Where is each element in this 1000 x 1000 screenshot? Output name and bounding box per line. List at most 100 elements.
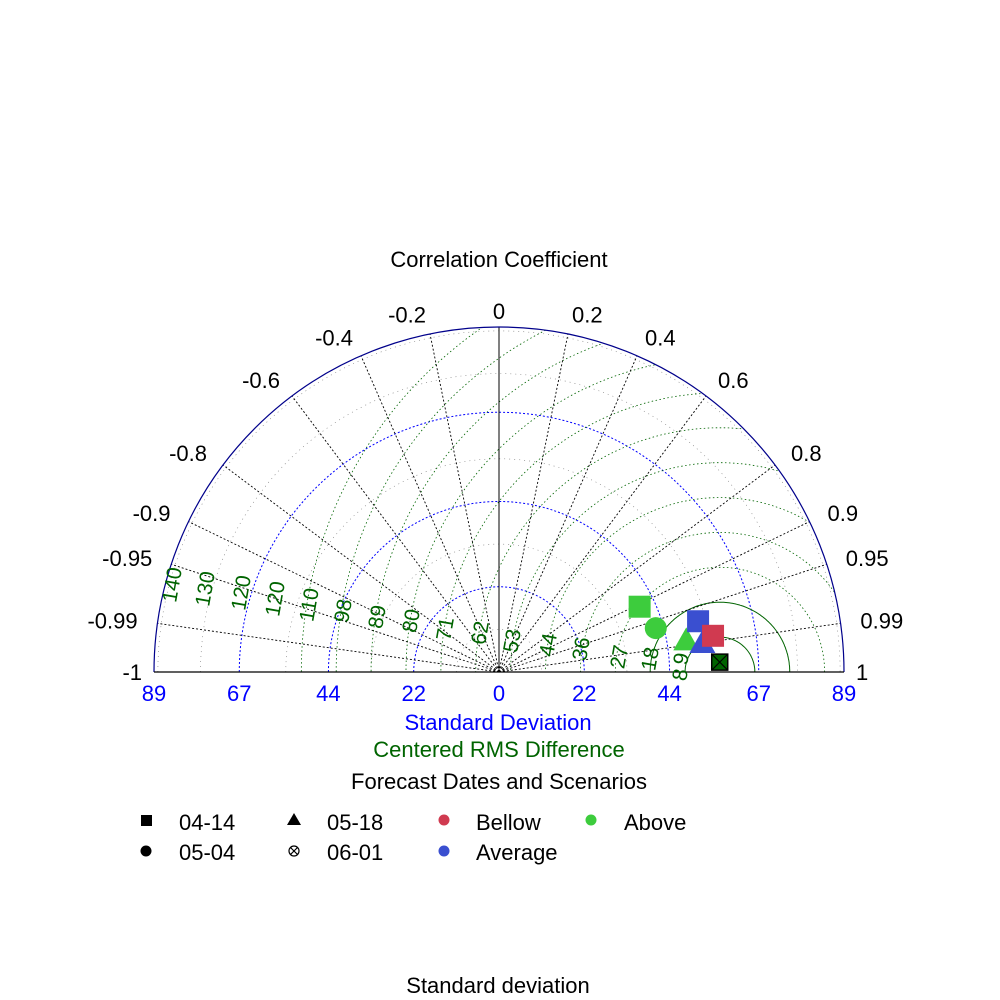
minor-grid-arc: [200, 373, 798, 673]
rms-tick-label: 62: [467, 619, 494, 646]
legend-above-dot-icon: [585, 814, 597, 826]
correlation-tick-label: -0.8: [169, 441, 207, 466]
outer-arc: [153, 326, 845, 673]
legend: 04-14 05-04 05-18 06-01 Bellow Average A…: [140, 810, 686, 865]
rms-arc: [370, 343, 601, 672]
legend-label: Above: [624, 810, 686, 835]
reference-cross: [711, 653, 729, 671]
correlation-tick-label: -0.95: [102, 546, 152, 571]
rms-tick-label: 71: [432, 615, 459, 642]
correlation-tick-label: -1: [122, 660, 142, 685]
correlation-line: [188, 521, 500, 673]
tick-labels: 1 0.99 0.95 0.9 0.8 0.6 0.4 0.2 0 -0.2 -0.4 -0.6 -0.…: [87, 299, 903, 706]
correlation-line: [157, 622, 500, 673]
rms-circle: [545, 497, 811, 672]
correlation-tick-label: 0.6: [718, 368, 749, 393]
correlation-line: [498, 395, 707, 673]
correlation-tick-label: -0.99: [87, 609, 137, 634]
rms-circle: [614, 566, 825, 672]
rms-circle: [370, 343, 601, 672]
rms-axis-label: Centered RMS Difference: [373, 737, 625, 762]
grid-layer: [157, 327, 841, 673]
correlation-line: [291, 395, 500, 673]
correlation-tick-label: 0.99: [860, 609, 903, 634]
std-tick-label: 44: [316, 681, 340, 706]
rms-arc: [440, 393, 701, 672]
legend-label: 05-04: [179, 840, 235, 865]
correlation-tick-label: -0.4: [315, 326, 353, 351]
rms-tick-label: 130: [191, 570, 220, 609]
point-05-04-above: [644, 617, 667, 640]
correlation-line: [498, 464, 776, 673]
legend-circle-icon: [140, 845, 152, 857]
rms-circle: [440, 393, 701, 672]
legend-average-dot-icon: [438, 845, 450, 857]
correlation-line: [429, 333, 500, 673]
data-points: [628, 595, 729, 671]
std-tick-label: 89: [142, 681, 166, 706]
rms-circle: [405, 364, 655, 672]
rms-arc: [510, 462, 778, 673]
legend-label: 06-01: [327, 840, 383, 865]
legend-crossed-circle-icon: [288, 845, 300, 857]
frame-layer: [153, 326, 845, 673]
reference-point: [710, 653, 729, 671]
correlation-line: [171, 563, 500, 673]
rms-tick-label: 140: [158, 566, 187, 605]
rms-tick-label: 89: [364, 603, 391, 630]
std-tick-label: 0: [493, 681, 505, 706]
rms-tick-label: 36: [568, 635, 595, 662]
correlation-tick-label: -0.9: [133, 501, 171, 526]
legend-label: 05-18: [327, 810, 383, 835]
correlation-tick-label: 0.8: [791, 441, 822, 466]
correlation-tick-label: -0.2: [388, 302, 426, 327]
correlation-tick-label: 0.9: [828, 501, 859, 526]
rms-tick-label: 27: [606, 643, 633, 670]
rms-tick-label: 8: [668, 667, 693, 683]
std-grid-arc: [327, 500, 671, 673]
point-04-14-bellow: [702, 624, 725, 647]
legend-bellow-dot-icon: [438, 814, 450, 826]
rms-tick-label: 110: [295, 586, 323, 623]
std-tick-label: 89: [832, 681, 856, 706]
rms-tick-label: 98: [330, 597, 357, 624]
point-04-14-above: [628, 595, 651, 618]
bottom-axis-label: Standard deviation: [406, 973, 589, 998]
chart-title: Correlation Coefficient: [390, 247, 607, 272]
rms-arc: [545, 497, 811, 672]
rms-tick-label: 120: [261, 580, 290, 619]
std-tick-label: 22: [401, 681, 425, 706]
correlation-tick-label: 0: [493, 299, 505, 324]
legend-label: 04-14: [179, 810, 235, 835]
correlation-line: [498, 333, 569, 673]
correlation-line: [498, 622, 841, 673]
x-axis-label: Standard Deviation: [404, 710, 591, 735]
legend-triangle-icon: [287, 813, 301, 825]
correlation-line: [360, 355, 500, 673]
legend-label: Bellow: [476, 810, 541, 835]
rms-circle: [580, 531, 835, 672]
point-05-18-above: [673, 627, 700, 651]
correlation-line: [498, 563, 827, 673]
legend-label: Average: [476, 840, 558, 865]
std-tick-label: 67: [227, 681, 251, 706]
rms-tick-label: 18: [637, 645, 664, 672]
rms-arc: [300, 328, 481, 673]
legend-title: Forecast Dates and Scenarios: [351, 769, 647, 794]
correlation-line: [498, 521, 810, 673]
rms-tick-label: 53: [499, 627, 526, 654]
rms-arc: [614, 566, 825, 672]
correlation-tick-label: 0.95: [846, 546, 889, 571]
rms-tick-label: 120: [227, 574, 256, 613]
std-tick-label: 67: [746, 681, 770, 706]
legend-square-icon: [141, 815, 152, 826]
std-tick-label: 44: [657, 681, 681, 706]
correlation-tick-label: 0.4: [645, 326, 676, 351]
correlation-line: [498, 355, 638, 673]
correlation-tick-label: 1: [856, 660, 868, 685]
correlation-line: [222, 464, 500, 673]
correlation-tick-label: -0.6: [242, 368, 280, 393]
rms-tick-label: 44: [535, 631, 562, 658]
std-tick-label: 22: [572, 681, 596, 706]
